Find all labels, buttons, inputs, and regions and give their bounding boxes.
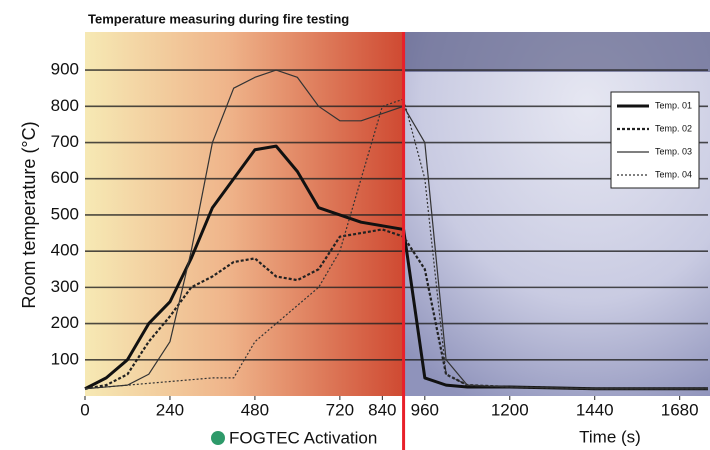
fire-background xyxy=(85,32,403,396)
x-tick-label: 480 xyxy=(241,400,269,419)
x-tick-label: 960 xyxy=(411,400,439,419)
x-tick-label: 1440 xyxy=(576,400,614,419)
y-tick-label: 500 xyxy=(51,204,79,223)
x-tick-label: 840 xyxy=(368,400,396,419)
y-tick-label: 300 xyxy=(51,277,79,296)
x-tick-label: 240 xyxy=(156,400,184,419)
legend-label: Temp. 02 xyxy=(655,123,692,133)
y-tick-label: 800 xyxy=(51,96,79,115)
x-tick-label: 1680 xyxy=(661,400,699,419)
series-line xyxy=(84,144,708,391)
x-axis-label: Time (s) xyxy=(579,427,641,446)
fog-top xyxy=(403,32,710,72)
activation-icon xyxy=(211,431,225,445)
y-tick-label: 600 xyxy=(51,168,79,187)
x-tick-label: 720 xyxy=(326,400,354,419)
y-tick-label: 200 xyxy=(51,313,79,332)
y-tick-label: 400 xyxy=(51,241,79,260)
chart-title: Temperature measuring during fire testin… xyxy=(88,11,349,26)
y-tick-label: 900 xyxy=(51,60,79,79)
y-tick-label: 700 xyxy=(51,132,79,151)
legend-box xyxy=(610,91,700,189)
legend-label: Temp. 01 xyxy=(655,100,692,110)
y-tick-label: 100 xyxy=(51,349,79,368)
x-tick-label: 0 xyxy=(80,400,89,419)
legend-label: Temp. 04 xyxy=(655,169,692,179)
fog-background xyxy=(403,32,710,396)
y-axis-label: Room temperature (°C) xyxy=(19,121,39,308)
annotation-label: FOGTEC Activation xyxy=(229,428,377,447)
series-line xyxy=(84,69,708,390)
legend-label: Temp. 03 xyxy=(655,146,692,156)
x-tick-label: 1200 xyxy=(491,400,529,419)
